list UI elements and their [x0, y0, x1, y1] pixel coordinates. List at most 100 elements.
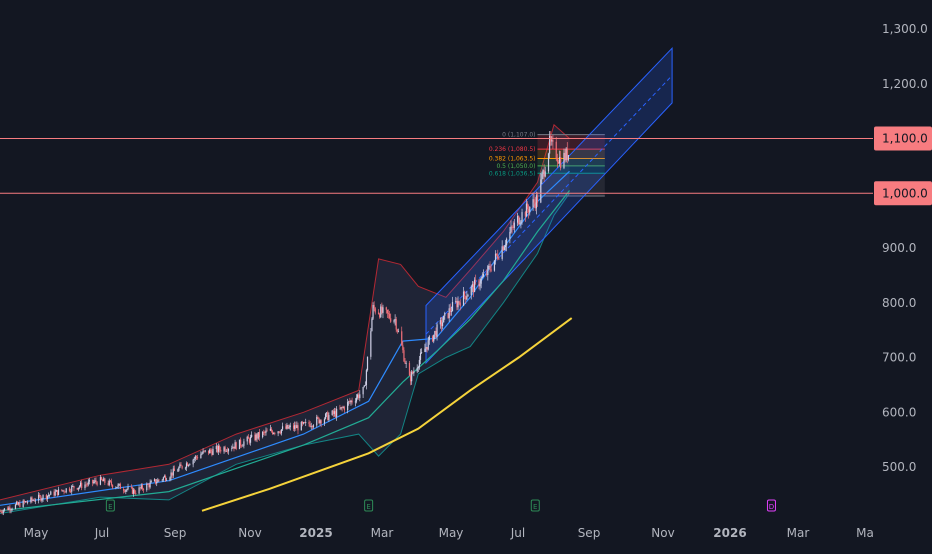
candle-body: [511, 226, 513, 228]
candle-body: [304, 422, 306, 424]
candle-body: [81, 482, 83, 489]
bollinger-upper-line: [0, 123, 570, 501]
candle-body: [424, 348, 426, 352]
candle-body: [349, 401, 351, 403]
x-axis-tick-label: May: [24, 526, 49, 540]
candle-body: [450, 311, 452, 312]
candle-body: [426, 346, 428, 350]
earnings-icon[interactable]: E: [530, 499, 540, 512]
candle-body: [373, 304, 375, 309]
event-marker-frame: [105, 499, 115, 512]
candle-body: [327, 412, 329, 421]
candle-body: [405, 363, 407, 364]
candle-body: [312, 425, 315, 427]
candle-body: [417, 366, 419, 368]
candle-body: [125, 489, 127, 492]
candle-body: [555, 141, 557, 159]
candle-body: [96, 482, 98, 485]
candle-body: [402, 345, 404, 351]
candle-body: [99, 477, 102, 485]
candle-body: [486, 273, 488, 275]
candle-body: [274, 432, 276, 434]
candle-body: [302, 422, 305, 424]
x-axis-tick-label: Jul: [94, 526, 109, 540]
candle-body: [364, 384, 366, 386]
candle-body: [358, 394, 360, 399]
event-marker-glyph: E: [533, 503, 537, 511]
candle-body: [448, 308, 450, 318]
candle-body: [440, 320, 443, 327]
earnings-icon[interactable]: E: [364, 499, 374, 512]
candle-body: [341, 407, 343, 408]
price-axis[interactable]: 500.0 600.0 700.0 800.0 900.0 1,200.0 1,300.0 1…: [874, 22, 932, 474]
candle-body: [285, 426, 287, 429]
candle-body: [380, 306, 382, 318]
candle-body: [78, 486, 81, 488]
candle-body: [547, 153, 550, 172]
event-marker-frame: [364, 499, 374, 512]
candle-body: [496, 253, 498, 256]
candle-body: [342, 407, 344, 408]
candle-body: [331, 410, 333, 416]
fib-level-label: 0.382 (1,063.5): [489, 155, 536, 162]
candle-body: [444, 313, 446, 316]
candle-body: [93, 481, 95, 484]
candle-body: [350, 400, 352, 403]
candle-body: [541, 174, 543, 180]
candle-body: [256, 434, 258, 439]
candle-body: [173, 468, 175, 472]
candle-body: [201, 453, 203, 455]
price-level-badge: [874, 181, 932, 206]
candle-body: [472, 284, 475, 293]
candle-body: [497, 255, 499, 259]
x-axis-tick-label: Mar: [787, 526, 810, 540]
candle-body: [248, 438, 251, 443]
candle-body: [372, 304, 374, 319]
x-axis[interactable]: May Jul Sep Nov 2025 Mar May Jul Sep Nov 2026 Mar Ma: [24, 526, 874, 540]
x-axis-tick-label: Sep: [578, 526, 601, 540]
candle-body: [371, 318, 373, 332]
candle-body: [224, 447, 226, 452]
y-axis-tick-label: 800.0: [882, 296, 916, 310]
candle-body: [421, 351, 423, 353]
bollinger-band-layer: [0, 123, 570, 514]
candle-body: [219, 446, 221, 450]
candle-body: [38, 494, 40, 501]
candle-body: [564, 152, 566, 161]
candle-body: [87, 481, 89, 485]
candle-body: [233, 446, 235, 449]
candle-body: [242, 445, 244, 447]
candle-body: [24, 501, 26, 503]
candle-body: [308, 422, 310, 424]
price-level-badge: [874, 126, 932, 151]
candle-body: [110, 481, 113, 485]
earnings-icon[interactable]: E: [105, 499, 115, 512]
candle-body: [150, 481, 152, 483]
candle-body: [498, 258, 500, 260]
candle-body: [32, 500, 34, 501]
candle-body: [542, 169, 544, 175]
candle-body: [70, 491, 72, 492]
candle-body: [39, 494, 41, 497]
candle-body: [439, 320, 441, 325]
candle-body: [397, 331, 400, 333]
fib-level-label: 0.5 (1,050.0): [496, 163, 535, 170]
candle-body: [95, 480, 97, 483]
candle-body: [479, 283, 481, 287]
candle-body: [565, 148, 567, 161]
candle-body: [558, 156, 561, 164]
candle-body: [155, 479, 157, 484]
candle-body: [401, 331, 403, 346]
candle-body: [365, 370, 368, 385]
event-marker-glyph: D: [769, 503, 774, 511]
candle-body: [292, 425, 295, 429]
candle-body: [22, 500, 24, 508]
candle-body: [19, 502, 21, 508]
dividend-icon[interactable]: D: [766, 499, 776, 512]
candle-body: [42, 495, 44, 499]
candle-body: [50, 491, 52, 495]
candle-body: [104, 478, 106, 483]
candle-body: [355, 397, 358, 402]
